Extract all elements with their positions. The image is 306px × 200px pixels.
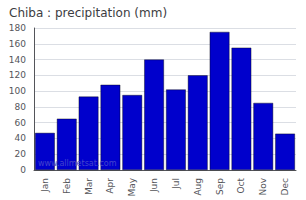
svg-text:120: 120 bbox=[9, 70, 26, 80]
svg-text:Apr: Apr bbox=[105, 178, 115, 194]
svg-text:Chiba : precipitation (mm): Chiba : precipitation (mm) bbox=[9, 6, 167, 20]
svg-text:160: 160 bbox=[9, 39, 26, 49]
svg-text:Sep: Sep bbox=[215, 178, 225, 195]
svg-text:0: 0 bbox=[20, 165, 26, 175]
svg-text:20: 20 bbox=[15, 149, 27, 159]
svg-text:Jul: Jul bbox=[171, 178, 181, 190]
svg-text:Jan: Jan bbox=[40, 178, 50, 193]
svg-text:Mar: Mar bbox=[84, 178, 94, 195]
svg-text:60: 60 bbox=[15, 118, 27, 128]
svg-text:100: 100 bbox=[9, 86, 26, 96]
svg-text:May: May bbox=[127, 177, 137, 196]
svg-text:180: 180 bbox=[9, 23, 26, 33]
svg-text:Aug: Aug bbox=[193, 178, 203, 196]
svg-text:Dec: Dec bbox=[280, 178, 290, 195]
svg-text:80: 80 bbox=[15, 102, 27, 112]
svg-text:Oct: Oct bbox=[236, 178, 246, 194]
svg-text:40: 40 bbox=[15, 133, 27, 143]
svg-text:Feb: Feb bbox=[62, 178, 72, 194]
svg-text:Jun: Jun bbox=[149, 178, 159, 193]
svg-text:140: 140 bbox=[9, 55, 26, 65]
svg-text:www.allmetsat.com: www.allmetsat.com bbox=[38, 159, 117, 168]
svg-text:Nov: Nov bbox=[258, 177, 268, 195]
